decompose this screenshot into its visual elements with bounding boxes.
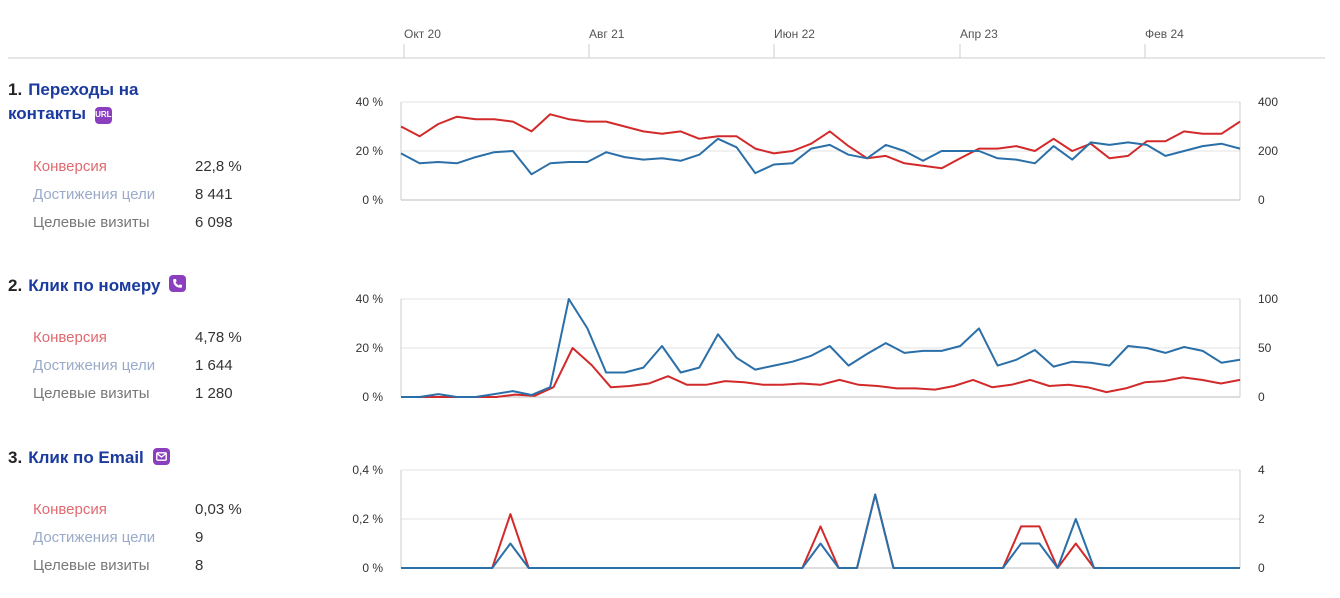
y-tick-left: 40 % <box>356 95 384 109</box>
goal-name[interactable]: Клик по номеру <box>28 276 161 295</box>
y-tick-right: 2 <box>1258 512 1265 526</box>
y-tick-left: 20 % <box>356 341 384 355</box>
metric-achievements: Достижения цели 9 <box>33 524 242 552</box>
metric-visits: Целевые визиты 1 280 <box>33 380 242 408</box>
goal-metrics: Конверсия 4,78 % Достижения цели 1 644 Ц… <box>33 324 242 408</box>
timeline-label: Июн 22 <box>774 27 815 41</box>
y-tick-right: 4 <box>1258 463 1265 477</box>
email-icon <box>152 448 170 465</box>
goal-number: 3. <box>8 448 23 467</box>
timeline-header: Окт 20 Авг 21 Июн 22 Апр 23 Фев 24 <box>8 27 1325 59</box>
metric-label: Целевые визиты <box>33 557 150 574</box>
metric-value: 22,8 % <box>195 158 242 175</box>
goal-title[interactable]: 3. Клик по Email <box>8 446 208 470</box>
metric-value: 1 644 <box>195 357 233 374</box>
metric-visits: Целевые визиты 6 098 <box>33 209 242 237</box>
metric-value: 9 <box>195 529 204 546</box>
metric-value: 4,78 % <box>195 329 242 346</box>
goal-name[interactable]: Переходы на контакты <box>8 80 139 123</box>
goal-title[interactable]: 1. Переходы на контакты URL <box>8 78 208 126</box>
goal-metrics: Конверсия 0,03 % Достижения цели 9 Целев… <box>33 496 242 580</box>
y-tick-left: 0 % <box>362 390 383 404</box>
y-tick-right: 0 <box>1258 390 1265 404</box>
metric-visits: Целевые визиты 8 <box>33 552 242 580</box>
y-tick-left: 0,4 % <box>352 463 383 477</box>
y-tick-left: 40 % <box>356 292 384 306</box>
phone-icon <box>169 275 187 292</box>
metric-label: Достижения цели <box>33 357 156 374</box>
timeline-label: Апр 23 <box>960 27 998 41</box>
series-line-visits <box>401 298 1241 398</box>
metric-value: 0,03 % <box>195 501 242 518</box>
metric-label: Конверсия <box>33 158 107 175</box>
metric-achievements: Достижения цели 8 441 <box>33 181 242 209</box>
series-line-visits <box>400 137 1241 176</box>
metric-value: 8 <box>195 557 204 574</box>
metric-conversion: Конверсия 0,03 % <box>33 496 242 524</box>
y-tick-right: 0 <box>1258 193 1265 207</box>
goal-metrics: Конверсия 22,8 % Достижения цели 8 441 Ц… <box>33 153 242 237</box>
y-tick-right: 100 <box>1258 292 1278 306</box>
y-tick-right: 400 <box>1258 95 1278 109</box>
metric-label: Целевые визиты <box>33 214 150 231</box>
timeline-label: Окт 20 <box>404 27 441 41</box>
goal-name[interactable]: Клик по Email <box>28 448 144 467</box>
series-line-conversion <box>401 347 1241 398</box>
metric-label: Конверсия <box>33 501 107 518</box>
goal-number: 2. <box>8 276 23 295</box>
goal-title[interactable]: 2. Клик по номеру <box>8 274 208 298</box>
y-tick-right: 0 <box>1258 561 1265 575</box>
metric-label: Целевые визиты <box>33 385 150 402</box>
metric-conversion: Конверсия 22,8 % <box>33 153 242 181</box>
series-line-visits <box>401 493 1240 569</box>
y-tick-left: 20 % <box>356 144 384 158</box>
metric-achievements: Достижения цели 1 644 <box>33 352 242 380</box>
metric-value: 8 441 <box>195 186 233 203</box>
series-line-conversion <box>401 493 1240 569</box>
series-line-conversion <box>400 113 1241 170</box>
metric-label: Достижения цели <box>33 186 156 203</box>
metric-label: Конверсия <box>33 329 107 346</box>
y-tick-right: 50 <box>1258 341 1272 355</box>
metric-label: Достижения цели <box>33 529 156 546</box>
y-tick-right: 200 <box>1258 144 1278 158</box>
goal-number: 1. <box>8 80 23 99</box>
y-tick-left: 0 % <box>362 193 383 207</box>
metric-value: 1 280 <box>195 385 233 402</box>
y-tick-left: 0,2 % <box>352 512 383 526</box>
timeline-label: Авг 21 <box>589 27 625 41</box>
metric-conversion: Конверсия 4,78 % <box>33 324 242 352</box>
url-badge-icon: URL <box>94 106 112 124</box>
timeline-label: Фев 24 <box>1145 27 1184 41</box>
metric-value: 6 098 <box>195 214 233 231</box>
y-tick-left: 0 % <box>362 561 383 575</box>
